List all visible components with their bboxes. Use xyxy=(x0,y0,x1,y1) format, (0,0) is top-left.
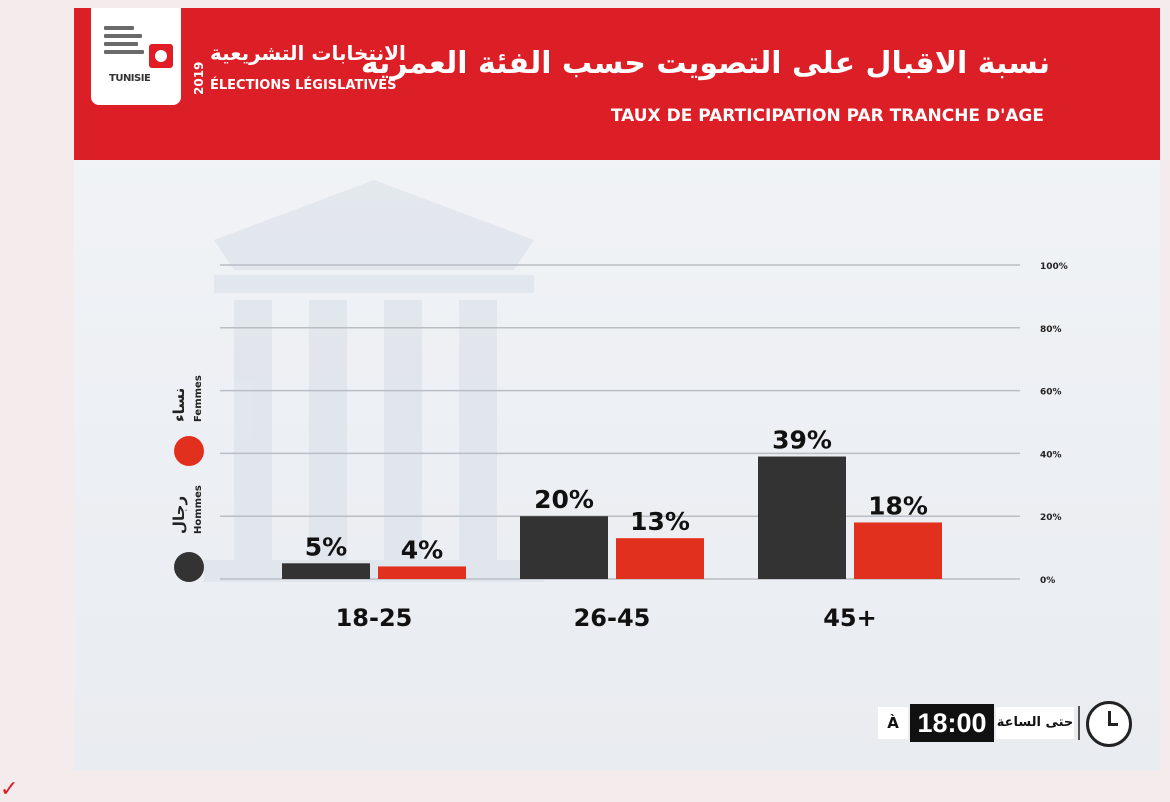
legend-men-swatch xyxy=(174,552,204,582)
data-label: 20% xyxy=(534,485,594,514)
legend-women-french: Femmes xyxy=(193,375,204,422)
y-tick-label: 60% xyxy=(1040,388,1062,398)
legend-men-arabic: رجال xyxy=(170,495,188,534)
page-title-french: TAUX DE PARTICIPATION PAR TRANCHE D'AGE xyxy=(610,106,1044,126)
x-category-label: 45+ xyxy=(823,604,877,632)
time-prefix: À xyxy=(878,707,908,739)
data-label: 5% xyxy=(305,532,347,561)
y-tick-label: 100% xyxy=(1040,262,1068,272)
y-tick-label: 20% xyxy=(1040,513,1062,523)
time-divider xyxy=(1078,706,1080,740)
data-label: 18% xyxy=(868,491,928,520)
bar-femmes xyxy=(854,522,942,579)
clock-icon xyxy=(1086,701,1132,747)
bar-hommes xyxy=(282,563,370,579)
y-tick-label: 0% xyxy=(1040,576,1055,586)
x-category-label: 26-45 xyxy=(574,604,651,632)
time-label-arabic: حتى الساعة xyxy=(996,707,1074,739)
brand-title-french: ÉLECTIONS LÉGISLATIVES xyxy=(210,78,397,93)
legend-women-swatch xyxy=(174,436,204,466)
y-tick-label: 40% xyxy=(1040,450,1062,460)
x-category-label: 18-25 xyxy=(336,604,413,632)
time-value: 18:00 xyxy=(910,704,994,742)
bar-hommes xyxy=(520,516,608,579)
bar-hommes xyxy=(758,456,846,579)
data-label: 4% xyxy=(401,535,443,564)
tunisia-flag-icon xyxy=(149,44,173,68)
y-tick-label: 80% xyxy=(1040,325,1062,335)
corner-logo-fragment: ✓ xyxy=(0,777,19,802)
brand-title-arabic: الانتخابات التشريعية xyxy=(210,41,406,65)
infographic-card: TUNISIE 2019 الانتخابات التشريعية ÉLECTI… xyxy=(74,8,1160,770)
legend-women-arabic: نساء xyxy=(170,387,188,422)
bar-femmes xyxy=(378,566,466,579)
legend-men-french: Hommes xyxy=(193,485,204,534)
participation-bar-chart: 0% 20% 40% 60% 80% 100% 5% 4% 18-25 20% 13% 26-45 39… xyxy=(220,262,1068,632)
bar-femmes xyxy=(616,538,704,579)
logo-text: TUNISIE xyxy=(109,73,151,84)
data-label: 13% xyxy=(630,507,690,536)
isie-logo: TUNISIE xyxy=(91,8,181,105)
logo-arabic-lines xyxy=(104,26,148,58)
page-title-arabic: نسبة الاقبال على التصويت حسب الفئة العمر… xyxy=(360,46,1050,81)
header-banner: TUNISIE 2019 الانتخابات التشريعية ÉLECTI… xyxy=(74,8,1160,160)
data-label: 39% xyxy=(772,426,832,455)
